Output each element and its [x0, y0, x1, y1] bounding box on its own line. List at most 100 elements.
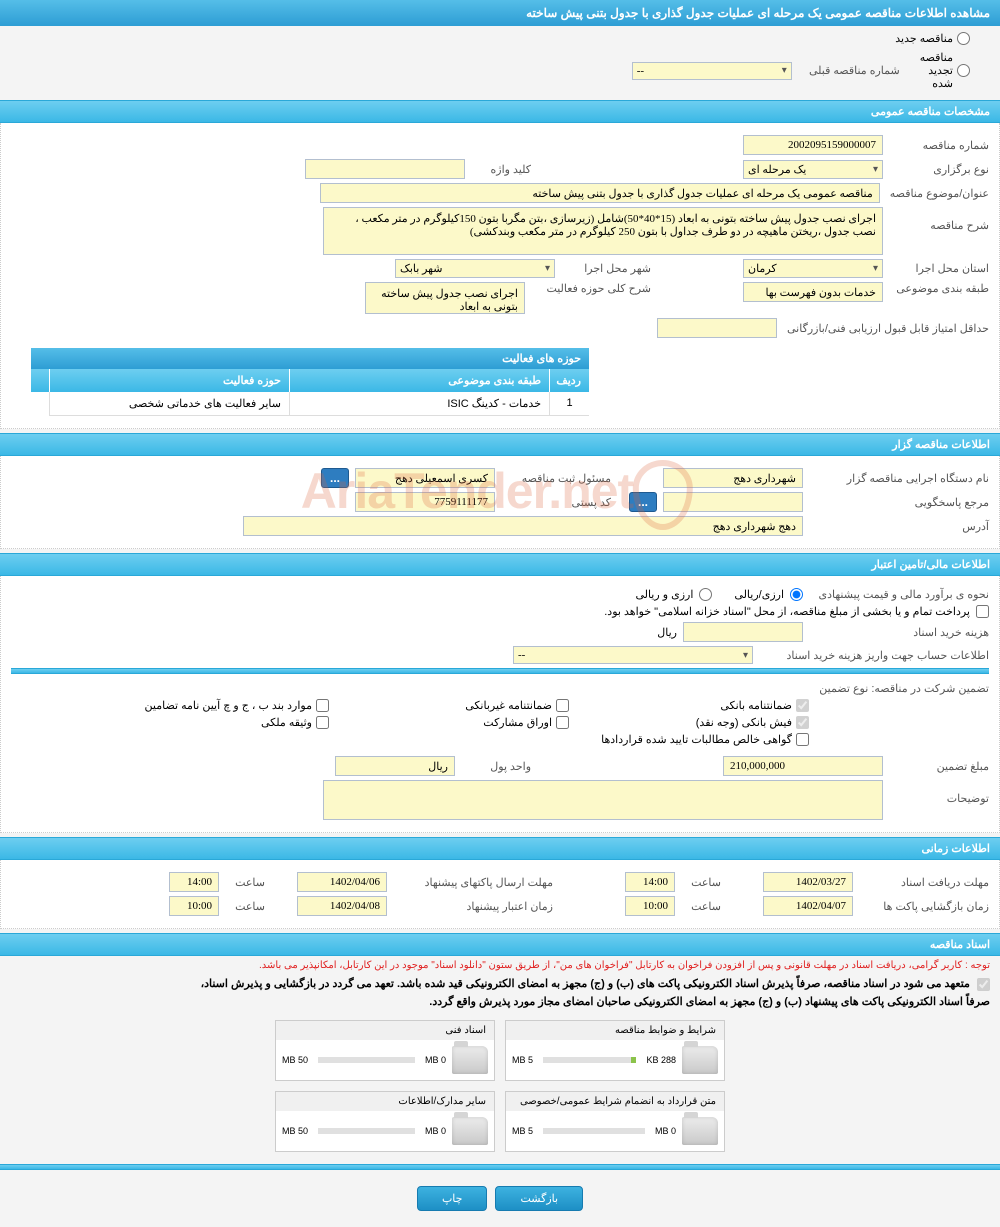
- chk-cases[interactable]: [316, 699, 329, 712]
- activity-table-title: حوزه های فعالیت: [31, 348, 589, 369]
- responder-input[interactable]: [663, 492, 803, 512]
- radio-renewed-tender[interactable]: [957, 64, 970, 77]
- chk-nonbank[interactable]: [556, 699, 569, 712]
- province-label: استان محل اجرا: [889, 262, 989, 275]
- cell-activity: سایر فعالیت های خدماتی شخصی: [49, 392, 289, 416]
- min-score-input[interactable]: [657, 318, 777, 338]
- radio-rial[interactable]: [790, 588, 803, 601]
- section-financial-header: اطلاعات مالی/تامین اعتبار: [0, 553, 1000, 576]
- responder-more-button[interactable]: ...: [629, 492, 657, 512]
- chevron-down-icon: ▾: [743, 650, 748, 661]
- page-title: مشاهده اطلاعات مناقصه عمومی یک مرحله ای …: [0, 0, 1000, 26]
- print-button[interactable]: چاپ: [417, 1186, 488, 1211]
- chevron-down-icon: ▾: [545, 263, 550, 274]
- currency-unit-input[interactable]: [335, 756, 455, 776]
- section-financial-body: نحوه ی برآورد مالی و قیمت پیشنهادی ارزی/…: [0, 576, 1000, 833]
- file-total: 50 MB: [282, 1126, 308, 1136]
- open-hour-input[interactable]: [625, 896, 675, 916]
- chk-bonds[interactable]: [556, 716, 569, 729]
- file-title: متن قرارداد به انضمام شرایط عمومی/خصوصی: [520, 1096, 716, 1107]
- radio-foreign-label: ارزی و ریالی: [635, 588, 693, 601]
- responsible-label: مسئول ثبت مناقصه: [501, 472, 611, 485]
- chk-bank-receipt-label: فیش بانکی (وجه نقد): [696, 716, 792, 729]
- category-input[interactable]: [743, 282, 883, 302]
- file-used: 288 KB: [646, 1055, 676, 1065]
- prev-number-dropdown[interactable]: ▾ --: [632, 62, 792, 80]
- type-value: یک مرحله ای: [748, 163, 806, 176]
- account-info-dropdown[interactable]: ▾ --: [513, 646, 753, 664]
- currency-unit-label: واحد پول: [461, 760, 531, 773]
- chk-clearance[interactable]: [796, 733, 809, 746]
- desc-label: شرح مناقصه: [889, 207, 989, 232]
- keyword-input[interactable]: [305, 159, 465, 179]
- activity-table-columns: ردیف طبقه بندی موضوعی حوزه فعالیت: [31, 369, 589, 392]
- receive-time-input[interactable]: [625, 872, 675, 892]
- guarantee-amount-input[interactable]: [723, 756, 883, 776]
- type-label: نوع برگزاری: [889, 163, 989, 176]
- prev-number-value: --: [637, 65, 644, 77]
- validity-hour-label: ساعت: [225, 900, 265, 913]
- file-used: 0 MB: [425, 1126, 446, 1136]
- section-timing-header: اطلاعات زمانی: [0, 837, 1000, 860]
- responsible-input[interactable]: [355, 468, 495, 488]
- purchase-cost-label: هزینه خرید اسناد: [809, 626, 989, 639]
- file-used: 0 MB: [425, 1055, 446, 1065]
- postal-input[interactable]: [355, 492, 495, 512]
- file-card[interactable]: سایر مدارک/اطلاعات 0 MB 50 MB: [275, 1091, 495, 1152]
- address-label: آدرس: [809, 520, 989, 533]
- address-input[interactable]: [243, 516, 803, 536]
- validity-date-input[interactable]: [297, 896, 387, 916]
- activity-table: حوزه های فعالیت ردیف طبقه بندی موضوعی حو…: [31, 348, 589, 416]
- account-info-label: اطلاعات حساب جهت واریز هزینه خرید اسناد: [759, 649, 989, 662]
- chk-property[interactable]: [316, 716, 329, 729]
- bottom-buttons: بازگشت چاپ: [0, 1170, 1000, 1227]
- subject-input[interactable]: [320, 183, 880, 203]
- folder-icon: [682, 1046, 718, 1074]
- file-used: 0 MB: [655, 1126, 676, 1136]
- validity-hour-input[interactable]: [169, 896, 219, 916]
- desc-textarea[interactable]: اجرای نصب جدول پیش ساخته بتونی به ابعاد …: [323, 207, 883, 255]
- chevron-down-icon: ▾: [782, 65, 787, 76]
- back-button[interactable]: بازگشت: [495, 1186, 583, 1211]
- file-card[interactable]: شرایط و ضوابط مناقصه 288 KB 5 MB: [505, 1020, 725, 1081]
- radio-foreign[interactable]: [699, 588, 712, 601]
- scope-label: شرح کلی حوزه فعالیت: [531, 282, 651, 295]
- file-card[interactable]: اسناد فنی 0 MB 50 MB: [275, 1020, 495, 1081]
- radio-new-label: مناقصه جدید: [895, 32, 953, 45]
- file-title: اسناد فنی: [445, 1025, 486, 1036]
- chk-cases-label: موارد بند ب ، ج و چ آیین نامه تضامین: [145, 699, 312, 712]
- category-label: طبقه بندی موضوعی: [889, 282, 989, 295]
- min-score-label: حداقل امتیاز قابل قبول ارزیابی فنی/بازرگ…: [783, 322, 989, 335]
- divider: [11, 668, 989, 674]
- receive-date-input[interactable]: [763, 872, 853, 892]
- submit-time-input[interactable]: [169, 872, 219, 892]
- file-total: 5 MB: [512, 1126, 533, 1136]
- file-card[interactable]: متن قرارداد به انضمام شرایط عمومی/خصوصی …: [505, 1091, 725, 1152]
- notes-textarea[interactable]: [323, 780, 883, 820]
- scope-textarea[interactable]: اجرای نصب جدول پیش ساخته بتونی به ابعاد: [365, 282, 525, 314]
- city-dropdown[interactable]: ▾ شهر بابک: [395, 259, 555, 278]
- chk-bank-guarantee-label: ضمانتنامه بانکی: [720, 699, 792, 712]
- chk-property-label: وثیقه ملکی: [261, 716, 312, 729]
- chk-bank-guarantee[interactable]: [796, 699, 809, 712]
- agency-input[interactable]: [663, 468, 803, 488]
- guarantee-amount-label: مبلغ تضمین: [889, 760, 989, 773]
- purchase-cost-input[interactable]: [683, 622, 803, 642]
- province-dropdown[interactable]: ▾ کرمان: [743, 259, 883, 278]
- open-time-label: زمان بازگشایی پاکت ها: [859, 900, 989, 913]
- type-dropdown[interactable]: ▾ یک مرحله ای: [743, 160, 883, 179]
- submit-date-input[interactable]: [297, 872, 387, 892]
- responsible-more-button[interactable]: ...: [321, 468, 349, 488]
- submit-deadline-label: مهلت ارسال پاکتهای پیشنهاد: [393, 876, 553, 889]
- chevron-down-icon: ▾: [873, 263, 878, 274]
- chk-bank-receipt[interactable]: [796, 716, 809, 729]
- open-date-input[interactable]: [763, 896, 853, 916]
- postal-label: کد پستی: [501, 496, 611, 509]
- alert-line2: صرفاً اسناد الکترونیکی پاکت های پیشنهاد …: [0, 993, 1000, 1010]
- col-num: ردیف: [549, 369, 589, 392]
- treasury-checkbox[interactable]: [976, 605, 989, 618]
- tender-number-input[interactable]: [743, 135, 883, 155]
- commit-checkbox[interactable]: [977, 978, 990, 991]
- radio-rial-label: ارزی/ریالی: [734, 588, 784, 601]
- radio-new-tender[interactable]: [957, 32, 970, 45]
